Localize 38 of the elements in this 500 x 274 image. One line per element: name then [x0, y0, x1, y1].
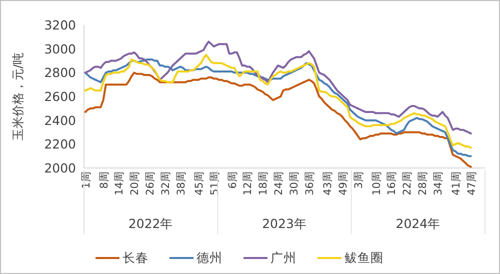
x-tick-label: 38周: [175, 171, 188, 196]
x-tick-label: 16周: [386, 171, 398, 196]
legend-label: 广州: [270, 250, 296, 265]
y-tick-label: 2400: [44, 112, 76, 128]
legend-label: 长春: [122, 250, 148, 265]
x-tick-label: 47周: [466, 171, 478, 196]
x-tick-label: 24周: [273, 171, 286, 196]
x-tick-label: 36周: [304, 171, 316, 196]
legend-label: 德州: [196, 250, 222, 265]
text: 2022年: [128, 216, 174, 231]
y-tick-label: 3200: [44, 18, 76, 32]
x-tick-label: 49周: [337, 171, 350, 196]
x-tick-label: 14周: [114, 171, 126, 196]
x-tick-label: 10周: [370, 171, 383, 196]
y-axis-title: 玉米价格，元/吨: [11, 52, 25, 141]
x-tick-label: 30周: [288, 171, 300, 196]
x-tick-label: 18周: [258, 171, 270, 196]
text: 2023年: [262, 216, 307, 231]
y-tick-label: 2200: [44, 136, 76, 152]
x-tick-label: 45周: [193, 171, 206, 196]
x-tick-label: 28周: [417, 171, 430, 196]
x-tick-label: 26周: [144, 171, 157, 196]
x-tick-label: 43周: [322, 171, 334, 196]
y-tick-label: 2600: [44, 89, 76, 104]
y-tick-label: 2800: [44, 65, 76, 80]
x-tick-label: 22周: [402, 171, 414, 196]
x-tick-label: 6周: [226, 171, 239, 189]
x-tick-label: 12周: [242, 171, 254, 196]
x-tick-label: 32周: [160, 171, 172, 196]
y-tick-label: 3000: [44, 41, 76, 56]
y-tick-label: 2000: [44, 160, 76, 176]
x-tick-label: 8周: [98, 171, 110, 189]
x-tick-label: 41周: [450, 171, 462, 196]
x-tick-label: 20周: [129, 171, 142, 196]
x-tick-label: 3周: [352, 171, 365, 189]
x-tick-label: 34周: [432, 171, 444, 196]
legend-label: 鲅鱼圈: [344, 250, 384, 265]
text: 2024年: [396, 216, 441, 231]
